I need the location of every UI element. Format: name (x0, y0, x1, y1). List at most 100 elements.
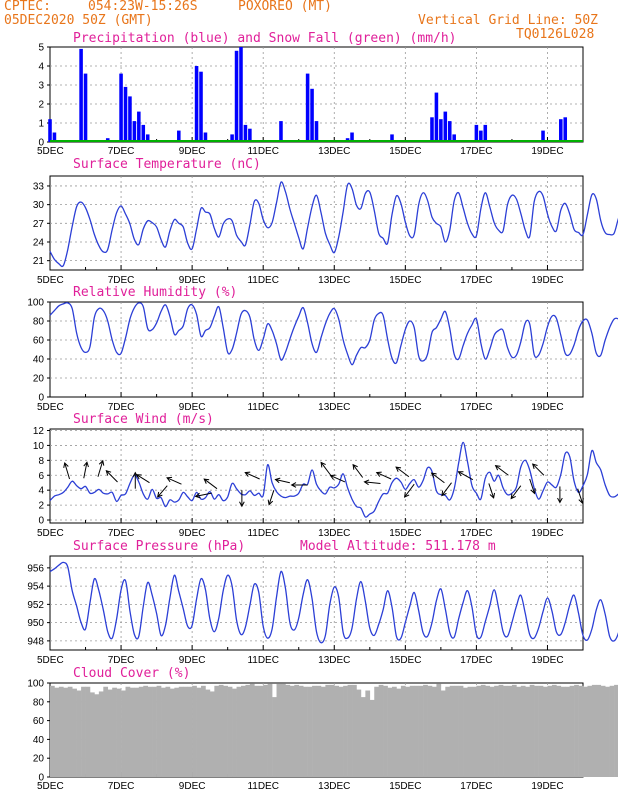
pressure-xtick-label: 17DEC (460, 655, 492, 666)
precip-bar (48, 119, 52, 142)
temperature-xtick-label: 13DEC (318, 275, 350, 286)
precip-ytick-label: 1 (38, 119, 44, 130)
cloud-bar (609, 685, 615, 777)
cloud-bar (360, 697, 366, 777)
wind-arrowhead (375, 471, 382, 477)
humidity-xtick-label: 5DEC (37, 402, 64, 413)
cloud-bar (600, 685, 606, 777)
cloud-bar (258, 685, 264, 777)
cloud-bar (503, 685, 508, 777)
cloud-bar (556, 685, 562, 777)
pressure-xtick-label: 19DEC (531, 655, 563, 666)
cloud-bar (98, 691, 104, 777)
wind-ytick-label: 2 (38, 501, 44, 512)
wind-arrowhead (194, 492, 201, 499)
cloud-bar (440, 690, 446, 777)
cloud-bar (494, 685, 499, 777)
humidity-ytick-label: 60 (33, 336, 45, 347)
wind-arrow (203, 478, 218, 490)
cloud-bar (50, 685, 55, 777)
wind-arrow (532, 463, 545, 476)
wind-arrowhead (156, 491, 163, 498)
precip-xtick-label: 13DEC (318, 146, 350, 157)
clouds-ytick-label: 20 (33, 754, 45, 765)
precip-title: Precipitation (blue) and Snow Fall (gree… (73, 31, 457, 46)
cloud-bar (365, 690, 371, 777)
cloud-bar (529, 684, 535, 777)
cloud-bar (161, 687, 166, 777)
pressure-ytick-label: 954 (27, 582, 44, 593)
cloud-bar (543, 686, 548, 777)
cloud-bar (81, 686, 86, 777)
wind-arrow (364, 481, 381, 484)
humidity-title: Relative Humidity (%) (73, 285, 237, 300)
temperature-ytick-label: 33 (33, 181, 45, 192)
cloud-bar (223, 685, 228, 777)
cloud-bar (312, 685, 317, 777)
cloud-bar (400, 685, 406, 777)
wind-xtick-label: 17DEC (460, 528, 492, 539)
wind-arrowhead (441, 490, 447, 497)
wind-arrowhead (489, 492, 496, 499)
cloud-bar (574, 684, 579, 777)
cloud-bar (249, 683, 255, 777)
cloud-bar (316, 685, 322, 777)
cloud-bar (520, 685, 526, 777)
cloud-bar (352, 684, 357, 777)
header-coordinates: 054:23W-15:26S (88, 0, 198, 14)
cloud-bar (489, 686, 495, 777)
cloud-bar (298, 685, 304, 777)
precip-ytick-label: 0 (38, 138, 44, 149)
precip-bar (243, 124, 248, 142)
cloud-bar (276, 683, 282, 777)
cloud-bar (272, 697, 277, 777)
cloud-bar (54, 687, 60, 777)
precip-bar (443, 111, 448, 142)
cloud-bar (289, 685, 295, 777)
humidity-xtick-label: 15DEC (389, 402, 421, 413)
humidity-frame (49, 301, 584, 398)
wind-line (49, 441, 618, 518)
precip-xtick-label: 17DEC (460, 146, 492, 157)
cloud-bar (76, 690, 82, 777)
cloud-bar (449, 685, 455, 777)
cloud-bar (196, 687, 202, 777)
wind-arrow (157, 485, 168, 498)
temperature-ytick-label: 27 (33, 219, 45, 230)
cloud-bar (89, 692, 95, 777)
wind-arrowhead (244, 471, 251, 477)
wind-xtick-label: 15DEC (389, 528, 421, 539)
wind-arrowhead (203, 478, 210, 484)
header-model-id: TQ0126L028 (516, 27, 595, 42)
cloud-bar (565, 686, 570, 777)
cloud-bar (458, 685, 464, 777)
precip-bar (434, 92, 439, 142)
temperature-xtick-label: 11DEC (247, 275, 279, 286)
wind-arrow (245, 472, 260, 480)
wind-arrow (529, 478, 535, 494)
clouds-title: Cloud Cover (%) (73, 666, 190, 681)
wind-ytick-label: 10 (33, 441, 45, 452)
clouds-xtick-label: 9DEC (179, 781, 206, 792)
precip-bar (177, 130, 181, 142)
cloud-bar (538, 685, 544, 777)
pressure-xtick-label: 13DEC (318, 655, 350, 666)
pressure-ytick-label: 952 (27, 600, 44, 611)
wind-title: Surface Wind (m/s) (73, 412, 214, 427)
wind-arrowhead (403, 491, 410, 498)
wind-arrowhead (363, 479, 370, 486)
cloud-bar (578, 685, 584, 777)
precip-bar (563, 117, 568, 142)
pressure-frame (49, 555, 584, 651)
cloud-bar (280, 683, 286, 777)
wind-arrow (83, 462, 88, 479)
wind-arrowhead (239, 501, 245, 508)
precip-bar (128, 96, 132, 142)
cloud-bar (112, 687, 117, 777)
cloud-bar (187, 686, 193, 777)
cloud-bar (431, 686, 437, 777)
cloud-bar (218, 684, 224, 777)
wind-arrow (64, 462, 71, 480)
cloud-bar (498, 684, 504, 777)
cloud-bar (254, 685, 260, 777)
